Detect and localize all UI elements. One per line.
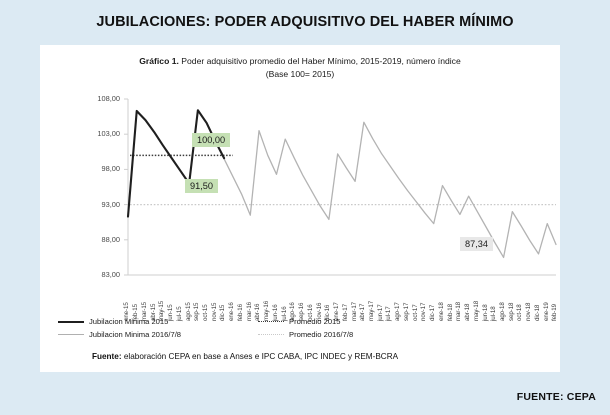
source-note: Fuente: elaboración CEPA en base a Anses… <box>92 352 398 361</box>
chart-subtitle-base: (Base 100= 2015) <box>265 69 335 80</box>
y-axis-ticks <box>124 98 128 276</box>
legend-swatch-icon <box>58 320 84 323</box>
legend-item-label: Promedio 2015 <box>289 317 341 326</box>
legend-item-label: Promedio 2016/7/8 <box>289 330 354 339</box>
source-note-text: elaboración CEPA en base a Anses e IPC C… <box>121 352 399 361</box>
legend-item[interactable]: Jubilacion Minima 2016/7/8 <box>58 330 181 339</box>
legend-swatch-icon <box>258 321 284 322</box>
y-axis-tick-label: 93,00 <box>101 199 121 209</box>
annotation-9150: 91,50 <box>185 179 218 194</box>
page-title: JUBILACIONES: PODER ADQUISITIVO DEL HABE… <box>96 14 514 30</box>
series-jubilacion-minima-2015 <box>126 109 226 218</box>
x-axis-labels: ene-15 feb-15 mar-15 abr-15 may-15 jun-15 jul-… <box>40 275 560 321</box>
y-axis-tick-label: 103,00 <box>97 129 120 139</box>
legend-swatch-icon <box>58 334 84 335</box>
legend-swatch-icon <box>258 334 284 335</box>
chart-subtitle: Gráfico 1. Poder adquisitivo promedio de… <box>40 55 560 82</box>
legend-item-label: Jubilacion Minima 2016/7/8 <box>89 330 182 339</box>
source-note-label: Fuente: <box>92 352 122 361</box>
y-axis-tick-label: 98,00 <box>101 164 121 174</box>
chart-subtitle-text: Poder adquisitivo promedio del Haber Mín… <box>178 56 461 66</box>
annotation-100: 100,00 <box>192 132 231 147</box>
series-jubilacion-minima-201678 <box>223 121 557 259</box>
chart-panel: Gráfico 1. Poder adquisitivo promedio de… <box>40 45 560 372</box>
y-axis-tick-label: 108,00 <box>97 94 120 103</box>
legend-item[interactable]: Promedio 2015 <box>258 317 341 326</box>
annotation-8734: 87,34 <box>460 236 493 251</box>
footer-fuente: FUENTE: CEPA <box>516 391 596 403</box>
y-axis-tick-label: 88,00 <box>101 234 121 244</box>
legend-item[interactable]: Jubilacion Minima 2015 <box>58 317 168 326</box>
legend-item-label: Jubilacion Minima 2015 <box>89 317 169 326</box>
legend-item[interactable]: Promedio 2016/7/8 <box>258 330 353 339</box>
chart-legend: Jubilacion Minima 2015 Jubilacion Minima … <box>40 317 560 347</box>
chart-svg <box>124 98 557 276</box>
plot-area: 83,00 88,00 93,00 98,00 103,00 108,00 <box>40 93 560 285</box>
y-axis-tick-label: 83,00 <box>101 270 121 279</box>
chart-subtitle-prefix: Gráfico 1. <box>139 56 179 66</box>
